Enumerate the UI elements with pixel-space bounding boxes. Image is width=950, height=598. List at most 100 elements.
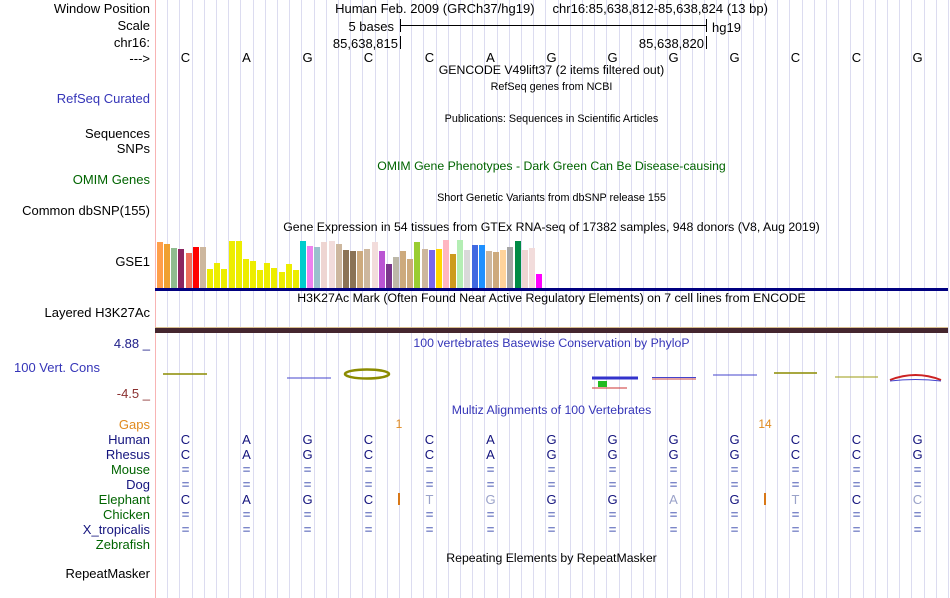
gtex-tissue-bar[interactable] [207, 268, 214, 288]
track-title-dbsnp[interactable]: Short Genetic Variants from dbSNP releas… [437, 192, 666, 204]
alignment-cell: C [790, 447, 801, 462]
gtex-tissue-bar[interactable] [514, 241, 521, 288]
gtex-tissue-bar[interactable] [500, 250, 507, 288]
alignment-cell: G [912, 432, 923, 447]
position-text: chr16:85,638,812-85,638,824 (13 bp) [552, 1, 768, 16]
track-label-layered-h3k27ac[interactable]: Layered H3K27Ac [44, 305, 150, 320]
species-label-dog[interactable]: Dog [126, 477, 150, 492]
species-label-chicken[interactable]: Chicken [103, 507, 150, 522]
track-title-omim[interactable]: OMIM Gene Phenotypes - Dark Green Can Be… [377, 159, 726, 173]
gridline [667, 0, 669, 598]
gtex-tissue-bar[interactable] [428, 250, 435, 288]
gtex-tissue-bar[interactable] [199, 246, 206, 288]
species-label-zebrafish[interactable]: Zebrafish [95, 537, 150, 552]
gtex-tissue-bar[interactable] [271, 268, 278, 288]
track-title-refseq[interactable]: RefSeq genes from NCBI [490, 81, 613, 93]
gtex-tissue-bar[interactable] [221, 268, 228, 288]
track-label-gse1[interactable]: GSE1 [115, 254, 150, 269]
gtex-tissue-bar[interactable] [421, 249, 428, 288]
track-title-repeatmasker[interactable]: Repeating Elements by RepeatMasker [446, 551, 657, 565]
gtex-tissue-bar[interactable] [443, 240, 449, 288]
gtex-tissue-bar[interactable] [493, 252, 500, 288]
gtex-tissue-bar[interactable] [357, 251, 364, 288]
gridline [484, 0, 486, 598]
gtex-tissue-bar[interactable] [521, 250, 528, 288]
gtex-tissue-bar[interactable] [307, 246, 314, 288]
gtex-tissue-bar[interactable] [478, 245, 485, 288]
track-label-100-vert-cons[interactable]: 100 Vert. Cons [14, 360, 100, 375]
alignment-cell: A [486, 447, 495, 462]
gtex-tissue-bar[interactable] [457, 240, 464, 288]
gtex-tissue-bar[interactable] [435, 249, 442, 288]
gtex-tissue-bar[interactable] [178, 248, 185, 288]
gtex-tissue-bar[interactable] [464, 250, 471, 288]
gtex-tissue-bar[interactable] [471, 245, 478, 288]
gtex-tissue-bar[interactable] [371, 242, 378, 288]
gtex-tissue-bar[interactable] [350, 251, 357, 288]
gtex-tissue-bar[interactable] [400, 251, 407, 288]
gtex-tissue-bar[interactable] [335, 244, 342, 288]
gtex-tissue-bar[interactable] [285, 264, 292, 288]
alignment-cell: = [608, 522, 617, 537]
track-title-h3k27ac[interactable]: H3K27Ac Mark (Often Found Near Active Re… [297, 291, 806, 305]
species-label-mouse[interactable]: Mouse [110, 462, 150, 477]
gtex-tissue-bar[interactable] [314, 247, 321, 288]
gtex-tissue-bar[interactable] [414, 242, 421, 288]
gtex-tissue-bar[interactable] [235, 240, 242, 288]
track-label-repeatmasker[interactable]: RepeatMasker [65, 566, 150, 581]
gtex-tissue-bar[interactable] [407, 258, 414, 288]
track-label-common-dbsnp[interactable]: Common dbSNP(155) [22, 203, 150, 218]
gtex-tissue-bar[interactable] [507, 247, 514, 288]
track-title-conservation[interactable]: 100 vertebrates Basewise Conservation by… [413, 336, 690, 350]
gtex-tissue-bar[interactable] [385, 264, 392, 288]
track-label-omim-genes[interactable]: OMIM Genes [72, 172, 150, 187]
gtex-tissue-bar[interactable] [292, 270, 299, 288]
track-title-gencode[interactable]: GENCODE V49lift37 (2 items filtered out) [438, 63, 665, 77]
gtex-tissue-bar[interactable] [278, 272, 285, 288]
gtex-tissue-bar[interactable] [321, 242, 328, 288]
gtex-tissue-bar[interactable] [535, 274, 542, 288]
gtex-tissue-bar[interactable] [485, 251, 492, 288]
gtex-tissue-bar[interactable] [228, 240, 235, 288]
assembly-text: Human Feb. 2009 (GRCh37/hg19) [335, 1, 535, 16]
gtex-tissue-bar[interactable] [392, 256, 399, 288]
gtex-tissue-bar[interactable] [342, 250, 349, 288]
species-label-elephant[interactable]: Elephant [98, 492, 150, 507]
gtex-tissue-bar[interactable] [249, 260, 256, 288]
gtex-tissue-bar[interactable] [242, 258, 249, 288]
species-label-rhesus[interactable]: Rhesus [105, 447, 150, 462]
gridline [655, 0, 657, 598]
track-label-gaps[interactable]: Gaps [118, 417, 150, 432]
alignment-cell: G [302, 492, 313, 507]
species-label-human[interactable]: Human [108, 432, 150, 447]
gtex-tissue-bar[interactable] [185, 252, 192, 288]
track-label-snps[interactable]: SNPs [116, 141, 150, 156]
track-label-refseq-curated[interactable]: RefSeq Curated [56, 91, 150, 106]
alignment-cell: = [486, 477, 495, 492]
track-title-multiz[interactable]: Multiz Alignments of 100 Vertebrates [451, 403, 652, 417]
gtex-tissue-bar[interactable] [328, 240, 335, 288]
track-title-gtex[interactable]: Gene Expression in 54 tissues from GTEx … [283, 220, 820, 234]
gtex-tissue-bar[interactable] [157, 241, 163, 288]
track-title-publications[interactable]: Publications: Sequences in Scientific Ar… [444, 113, 659, 125]
alignment-cell: = [669, 522, 678, 537]
gtex-tissue-bar[interactable] [192, 246, 199, 288]
gtex-tissue-bar[interactable] [528, 248, 535, 288]
species-label-x_tropicalis[interactable]: X_tropicalis [82, 522, 150, 537]
gtex-tissue-bar[interactable] [214, 262, 221, 288]
gtex-tissue-bar[interactable] [364, 249, 371, 288]
gridline [228, 0, 230, 598]
gridline [508, 0, 510, 598]
gtex-tissue-bar[interactable] [164, 243, 171, 288]
gtex-tissue-bar[interactable] [264, 262, 271, 288]
track-label-sequences[interactable]: Sequences [84, 126, 150, 141]
gridline [630, 0, 632, 598]
alignment-cell: G [546, 492, 557, 507]
gtex-tissue-bar[interactable] [171, 248, 178, 288]
gridline [472, 0, 474, 598]
gtex-tissue-bar[interactable] [378, 250, 385, 288]
gtex-tissue-bar[interactable] [257, 270, 264, 288]
gridline [728, 0, 730, 598]
gtex-tissue-bar[interactable] [450, 253, 457, 288]
gtex-tissue-bar[interactable] [300, 240, 306, 288]
